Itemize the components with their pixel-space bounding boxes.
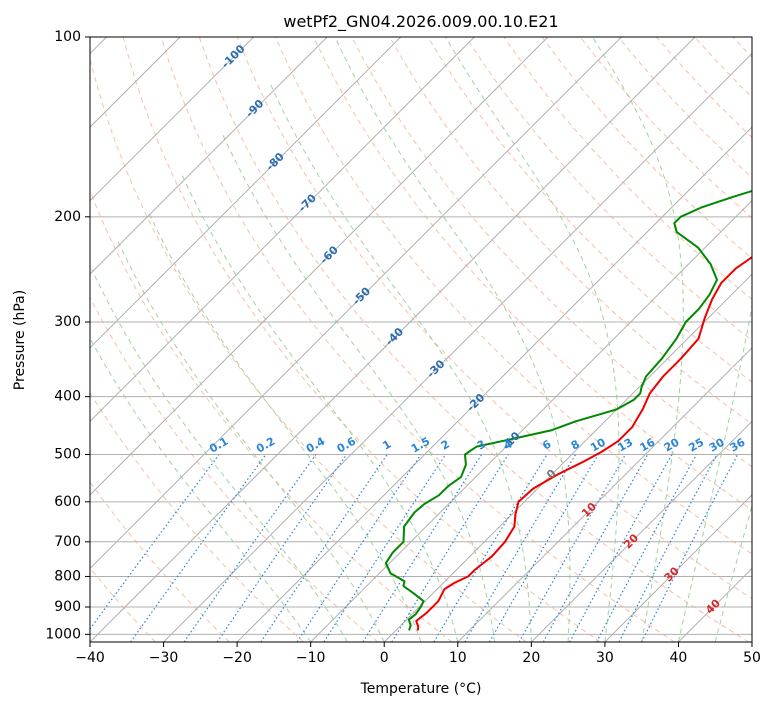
x-tick-label: −30	[149, 650, 179, 666]
x-tick-label: 40	[670, 650, 688, 666]
x-tick-label: 10	[449, 650, 467, 666]
y-tick-label: 500	[54, 447, 81, 463]
x-tick-label: −10	[296, 650, 326, 666]
x-tick-label: −20	[222, 650, 252, 666]
y-tick-label: 400	[54, 389, 81, 405]
chart-title: wetPf2_GN04.2026.009.00.10.E21	[283, 12, 558, 32]
x-tick-label: 0	[380, 650, 389, 666]
y-tick-label: 1000	[45, 626, 81, 642]
y-tick-label: 200	[54, 209, 81, 225]
x-tick-label: −40	[75, 650, 105, 666]
x-tick-label: 50	[743, 650, 761, 666]
x-tick-label: 20	[522, 650, 540, 666]
y-tick-label: 300	[54, 314, 81, 330]
x-axis-label: Temperature (°C)	[360, 681, 482, 697]
y-tick-label: 700	[54, 534, 81, 550]
y-tick-label: 600	[54, 494, 81, 510]
y-tick-label: 900	[54, 599, 81, 615]
x-tick-label: 30	[596, 650, 614, 666]
y-axis-label: Pressure (hPa)	[12, 290, 28, 390]
y-tick-label: 100	[54, 29, 81, 45]
y-tick-label: 800	[54, 568, 81, 584]
